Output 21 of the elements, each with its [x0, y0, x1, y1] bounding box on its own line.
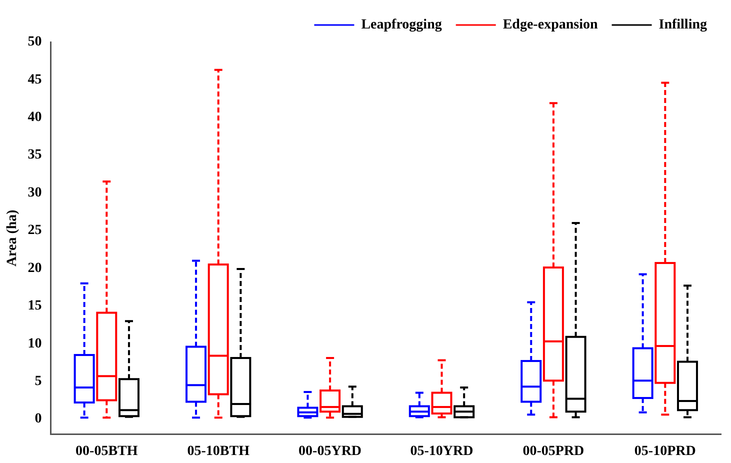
y-tick-label: 25 [28, 223, 42, 238]
legend-label: Edge-expansion [502, 18, 598, 33]
y-tick-label: 40 [28, 110, 42, 126]
y-tick-label: 45 [28, 72, 42, 88]
legend-label: Leapfrogging [361, 18, 442, 33]
x-tick-label: 05-10YRD [410, 444, 474, 460]
y-tick-label: 50 [28, 34, 42, 50]
x-tick-label: 05-10PRD [634, 444, 696, 460]
x-tick-label: 00-05YRD [298, 444, 362, 460]
x-tick-label: 00-05BTH [76, 444, 138, 460]
y-tick-label: 0 [34, 412, 42, 427]
legend-label: Infilling [658, 18, 708, 33]
y-tick-label: 20 [28, 260, 42, 276]
y-tick-label: 10 [28, 336, 42, 352]
x-tick-label: 05-10BTH [187, 444, 250, 460]
y-tick-label: 30 [28, 185, 42, 200]
y-tick-label: 35 [28, 148, 42, 163]
y-axis-title: Area (ha) [5, 209, 20, 267]
y-tick-label: 15 [28, 298, 42, 314]
y-tick-label: 5 [34, 374, 42, 390]
x-tick-label: 00-05PRD [522, 444, 584, 460]
